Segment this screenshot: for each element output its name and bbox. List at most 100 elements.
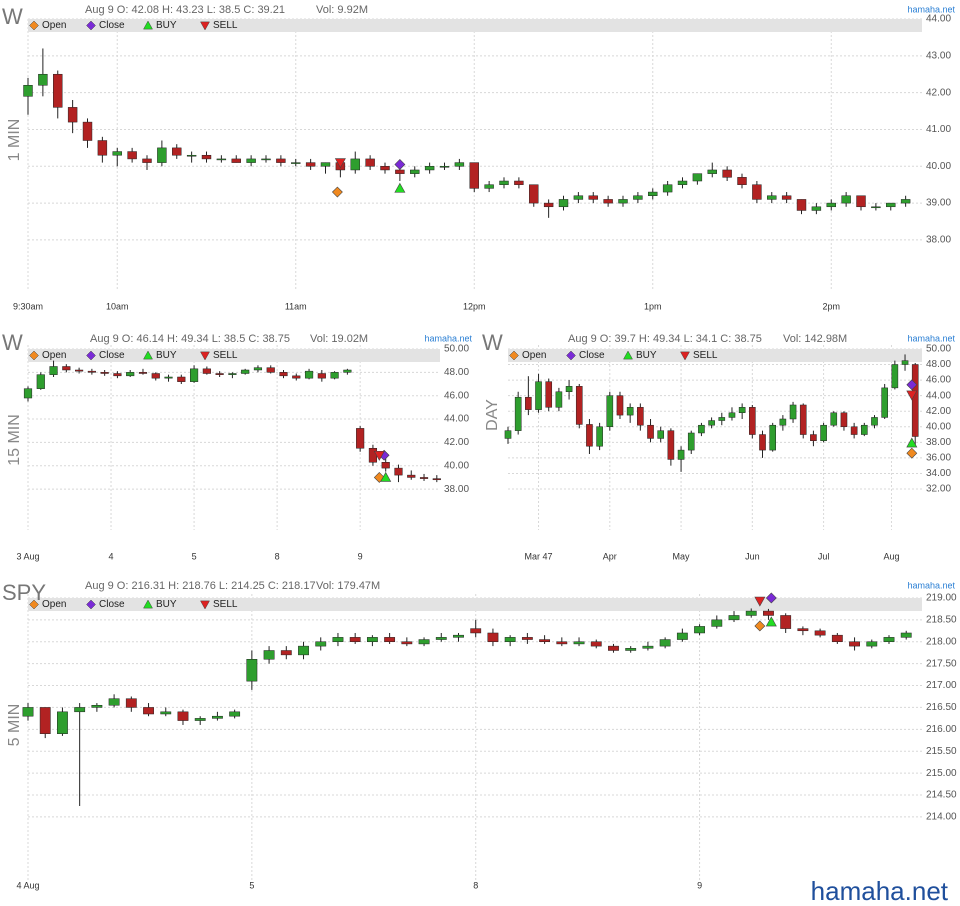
signal-marker — [906, 379, 918, 391]
symbol: W — [482, 330, 503, 355]
legend-label: BUY — [636, 350, 657, 361]
candle-body — [100, 372, 109, 374]
candle-body — [126, 372, 135, 377]
candle-body — [330, 372, 339, 379]
legend-label: BUY — [156, 599, 177, 610]
symbol: W — [2, 4, 23, 29]
y-tick-label: 44.00 — [444, 414, 469, 425]
candle-body — [261, 158, 271, 161]
legend-label: Open — [42, 599, 66, 610]
y-tick-label: 216.50 — [926, 702, 957, 713]
candle-body — [763, 610, 774, 616]
candle-body — [738, 407, 746, 414]
candle-body — [521, 637, 533, 640]
x-tick-label: 9 — [697, 880, 702, 890]
x-tick-label: 4 Aug — [16, 880, 39, 890]
candle-body — [745, 610, 757, 616]
legend-marker — [86, 599, 96, 610]
candle-body — [657, 430, 665, 439]
candle-body — [820, 424, 827, 442]
signal-marker — [906, 437, 918, 448]
y-tick-label: 216.00 — [926, 724, 957, 735]
candle-body — [514, 396, 522, 431]
legend-label: Close — [579, 350, 605, 361]
candle-body — [67, 107, 78, 123]
candle-body — [216, 158, 227, 161]
candle-body — [298, 645, 309, 656]
candle-body — [707, 169, 717, 174]
legend-marker — [29, 599, 39, 610]
candle-body — [453, 634, 464, 638]
candle-body — [401, 641, 413, 645]
chart-panel: 38.00 39.00 40.00 41.00 42.00 43.00 44.00 9:30a… — [2, 4, 955, 312]
y-tick-label: 40.00 — [926, 421, 951, 432]
candle-body — [172, 147, 182, 156]
candle-body — [194, 718, 206, 721]
chart-panel: 38.00 40.00 42.00 44.00 46.00 48.00 50.00 3 Aug… — [2, 330, 472, 562]
legend-band — [28, 349, 440, 362]
candle-body — [728, 412, 736, 418]
x-tick-label: Apr — [603, 551, 617, 561]
candle-body — [799, 404, 807, 435]
watermark: hamaha.net — [811, 876, 949, 906]
candle-body — [439, 166, 450, 168]
source-link: hamaha.net — [907, 4, 955, 14]
candle-body — [647, 424, 654, 439]
volume: Vol: 19.02M — [310, 333, 368, 345]
y-tick-label: 41.00 — [926, 124, 951, 135]
candle-body — [246, 158, 256, 163]
candle-body — [698, 424, 705, 434]
candle-body — [469, 162, 479, 189]
candle-body — [886, 202, 896, 208]
candle-body — [142, 158, 152, 163]
candle-body — [127, 151, 137, 160]
legend-label: SELL — [213, 350, 238, 361]
candle-body — [57, 711, 68, 734]
candle-body — [231, 158, 241, 163]
candle-body — [606, 395, 614, 428]
signal-marker — [373, 450, 385, 461]
candle-body — [212, 715, 223, 719]
x-tick-label: 11am — [285, 301, 307, 311]
candle-body — [49, 366, 58, 375]
candle-body — [291, 162, 301, 164]
signal-marker — [906, 390, 918, 401]
legend-marker — [509, 350, 519, 361]
chart-panel: 32.00 34.00 36.00 38.00 40.00 42.00 44.00 46.00… — [482, 330, 955, 562]
candle-body — [573, 641, 585, 645]
y-tick-label: 38.00 — [926, 437, 951, 448]
info: Aug 9 O: 42.08 H: 43.23 L: 38.5 C: 39.21 — [85, 4, 285, 16]
candle-body — [368, 447, 378, 463]
candle-body — [911, 364, 919, 437]
candle-body — [539, 639, 551, 642]
legend-marker — [86, 350, 96, 361]
x-tick-label: Jul — [818, 551, 830, 561]
legend-marker — [200, 351, 210, 361]
candle-body — [177, 711, 189, 721]
x-tick-label: 9 — [358, 551, 363, 561]
candle-body — [315, 641, 327, 647]
signal-marker — [334, 158, 346, 169]
legend-marker — [566, 350, 576, 361]
candle-body — [350, 158, 360, 171]
y-tick-label: 42.00 — [444, 437, 469, 448]
candle-body — [432, 478, 441, 481]
x-tick-label: 5 — [192, 551, 197, 561]
y-tick-label: 42.00 — [926, 87, 951, 98]
candle-body — [384, 637, 396, 642]
candle-body — [395, 169, 405, 174]
candle-body — [23, 85, 33, 97]
candle-body — [662, 184, 673, 193]
candle-body — [718, 417, 726, 421]
timeframe: 1 MIN — [6, 119, 23, 162]
candle-body — [113, 373, 122, 377]
candle-body — [138, 372, 148, 374]
legend-marker — [29, 20, 39, 31]
candle-body — [677, 449, 685, 460]
legend-marker — [143, 350, 153, 360]
candle-body — [676, 632, 688, 640]
candle-body — [608, 645, 619, 651]
signal-marker — [906, 447, 918, 459]
legend-band — [508, 349, 922, 362]
